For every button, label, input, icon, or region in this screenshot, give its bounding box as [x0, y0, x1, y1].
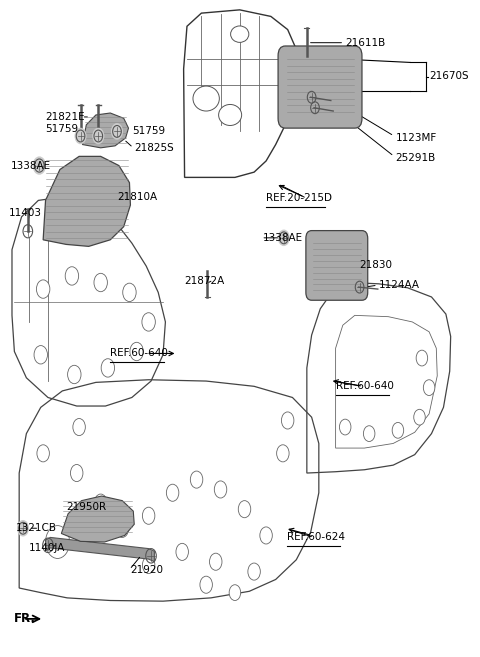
Circle shape	[123, 283, 136, 302]
Circle shape	[143, 556, 155, 574]
Circle shape	[68, 365, 81, 384]
Circle shape	[248, 563, 260, 580]
Text: 21830: 21830	[360, 260, 393, 271]
Text: 21950R: 21950R	[66, 502, 106, 512]
Circle shape	[414, 409, 425, 425]
Circle shape	[33, 156, 46, 175]
Text: 1123MF: 1123MF	[396, 133, 437, 143]
Ellipse shape	[230, 26, 249, 42]
Circle shape	[92, 127, 104, 145]
Circle shape	[339, 419, 351, 435]
Text: 51759: 51759	[132, 126, 165, 137]
Circle shape	[111, 123, 123, 140]
Text: 21670S: 21670S	[429, 71, 468, 81]
Circle shape	[94, 273, 108, 292]
Circle shape	[130, 342, 144, 361]
Polygon shape	[83, 113, 129, 148]
Text: REF.60-640: REF.60-640	[336, 381, 394, 392]
Text: 25291B: 25291B	[396, 152, 436, 163]
Text: REF.60-640: REF.60-640	[110, 348, 168, 359]
Circle shape	[65, 267, 79, 285]
Circle shape	[73, 419, 85, 436]
Text: 1338AE: 1338AE	[11, 160, 51, 171]
FancyBboxPatch shape	[278, 46, 362, 128]
Circle shape	[416, 350, 428, 366]
Circle shape	[260, 527, 272, 544]
Circle shape	[101, 359, 115, 377]
Circle shape	[363, 426, 375, 442]
Circle shape	[116, 520, 129, 537]
Circle shape	[229, 585, 240, 600]
Text: 1124AA: 1124AA	[379, 280, 420, 290]
Circle shape	[46, 526, 70, 558]
Circle shape	[17, 520, 29, 537]
Circle shape	[176, 543, 189, 560]
Text: 21872A: 21872A	[185, 276, 225, 286]
Text: 11403: 11403	[9, 208, 42, 218]
Text: 21810A: 21810A	[118, 192, 157, 202]
Polygon shape	[46, 537, 155, 562]
Circle shape	[200, 576, 212, 593]
Text: 1338AE: 1338AE	[263, 233, 303, 243]
Circle shape	[214, 481, 227, 498]
Circle shape	[37, 445, 49, 462]
FancyBboxPatch shape	[306, 231, 368, 300]
Circle shape	[191, 471, 203, 488]
Circle shape	[209, 553, 222, 570]
Circle shape	[392, 422, 404, 438]
Text: 51759: 51759	[46, 124, 79, 135]
Circle shape	[36, 280, 50, 298]
Circle shape	[142, 313, 156, 331]
Text: FR.: FR.	[13, 612, 36, 625]
Text: REF.20-215D: REF.20-215D	[266, 193, 332, 204]
Circle shape	[71, 464, 83, 482]
Ellipse shape	[193, 86, 219, 111]
Circle shape	[143, 507, 155, 524]
Circle shape	[34, 346, 48, 364]
Polygon shape	[61, 496, 134, 542]
Circle shape	[167, 484, 179, 501]
Text: 21611B: 21611B	[345, 37, 385, 48]
Circle shape	[423, 380, 435, 396]
Text: 1321CB: 1321CB	[15, 523, 56, 533]
Text: 21920: 21920	[131, 564, 163, 575]
Circle shape	[281, 412, 294, 429]
Circle shape	[238, 501, 251, 518]
Circle shape	[95, 494, 107, 511]
Polygon shape	[43, 156, 131, 246]
Text: 1140JA: 1140JA	[29, 543, 65, 553]
Circle shape	[278, 229, 290, 246]
Ellipse shape	[218, 104, 241, 125]
Text: 21821E: 21821E	[46, 112, 85, 122]
Circle shape	[74, 127, 86, 145]
Text: 21825S: 21825S	[134, 143, 174, 153]
Text: REF.60-624: REF.60-624	[287, 532, 345, 543]
Circle shape	[276, 445, 289, 462]
